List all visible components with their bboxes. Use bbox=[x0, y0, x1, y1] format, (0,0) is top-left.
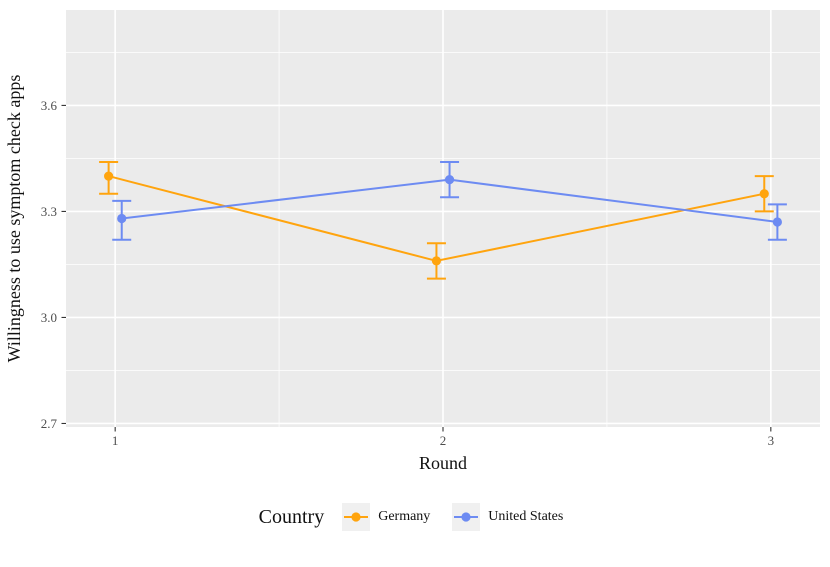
legend-label-germany: Germany bbox=[378, 509, 431, 524]
line-chart-panel: 1 2 3 2.7 3.0 3.3 3.6 Round Willingness to use s… bbox=[4, 10, 820, 473]
legend-label-united-states: United States bbox=[488, 509, 564, 524]
x-tick-label: 2 bbox=[440, 433, 447, 448]
data-point-united-states bbox=[772, 217, 782, 227]
legend-key-point bbox=[461, 512, 471, 522]
legend-item-united-states: United States bbox=[452, 503, 563, 531]
chart-svg: 1 2 3 2.7 3.0 3.3 3.6 Round Willingness to use s… bbox=[4, 10, 820, 473]
y-tick-label: 3.3 bbox=[41, 204, 57, 219]
legend-key-point bbox=[351, 512, 361, 522]
data-point-united-states bbox=[444, 175, 455, 185]
series-united-states bbox=[112, 160, 787, 241]
legend-key-glyph-united-states bbox=[454, 512, 479, 522]
legend: Country Germany United States bbox=[0, 503, 830, 531]
y-tick-label: 3.6 bbox=[41, 98, 58, 113]
x-tick-label: 3 bbox=[768, 433, 775, 448]
y-tick-label: 3.0 bbox=[41, 310, 57, 325]
y-tick-label: 2.7 bbox=[41, 416, 58, 431]
legend-key-united-states-icon bbox=[452, 503, 481, 531]
y-axis-title: Willingness to use symptom check apps bbox=[4, 75, 24, 363]
data-point-germany bbox=[759, 189, 769, 199]
legend-title: Country bbox=[258, 505, 325, 528]
legend-item-germany: Germany bbox=[342, 503, 430, 531]
legend-key-glyph-germany bbox=[344, 512, 369, 522]
data-point-germany bbox=[431, 256, 442, 266]
data-point-germany bbox=[104, 171, 114, 181]
data-point-united-states bbox=[117, 213, 127, 224]
legend-key-germany-icon bbox=[342, 503, 371, 531]
x-axis-title: Round bbox=[419, 453, 467, 473]
x-tick-label: 1 bbox=[112, 433, 119, 448]
series-germany bbox=[99, 160, 774, 280]
